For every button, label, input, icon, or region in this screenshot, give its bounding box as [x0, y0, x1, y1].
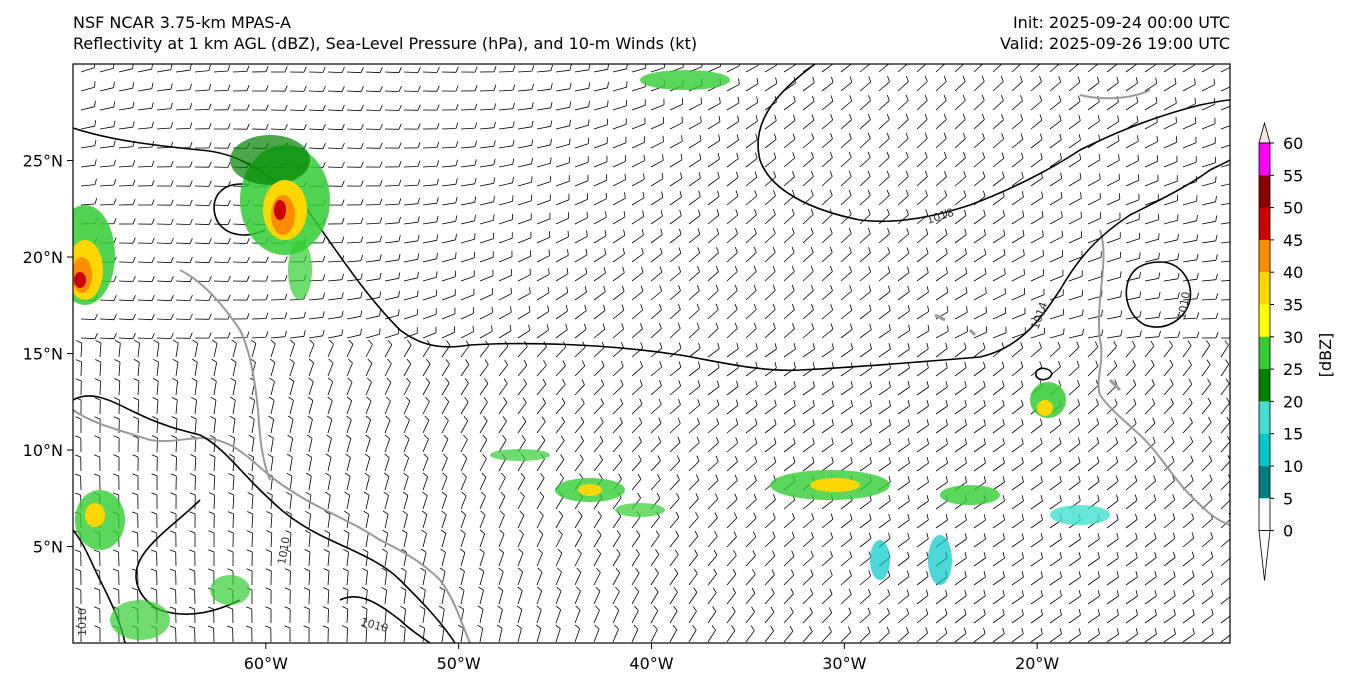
isobar-1010-africa	[1125, 261, 1192, 328]
wind-barb-field	[74, 64, 1230, 643]
colorbar-label: [dBZ]	[1316, 333, 1335, 378]
isobar-label-1010c: 1010	[275, 536, 293, 566]
colorbar-segment	[1259, 369, 1270, 402]
colorbar-segment	[1259, 433, 1270, 467]
africa-coast	[1079, 89, 1230, 526]
lon-tick-label: 20°W	[1015, 654, 1059, 673]
north-band	[640, 70, 730, 90]
itcz-4	[1050, 505, 1110, 525]
itcz-2y	[810, 478, 860, 492]
isobar-1010-sa-a	[73, 395, 456, 643]
valid-time: Valid: 2025-09-26 19:00 UTC	[999, 34, 1230, 53]
colorbar-tick-label: 60	[1283, 134, 1303, 153]
time-block: Init: 2025-09-24 00:00 UTC Valid: 2025-0…	[1000, 12, 1230, 54]
wind-barbs	[74, 64, 1230, 643]
colorbar-tick-label: 15	[1283, 425, 1303, 444]
colorbar-tick-label: 55	[1283, 166, 1303, 185]
colorbar-segment	[1259, 304, 1270, 338]
map-content: 1018 1014 1010 1010 1010 1010	[73, 64, 1230, 643]
isobar-labels: 1018 1014 1010 1010 1010 1010	[76, 206, 1193, 636]
colorbar-segment	[1259, 466, 1270, 499]
lat-tick-label: 20°N	[23, 248, 63, 267]
isobar-label-1010a: 1010	[1175, 291, 1193, 321]
colorbar-segment	[1259, 336, 1270, 370]
teal-scatter-2	[928, 535, 952, 585]
lon-tick-label: 60°W	[244, 654, 288, 673]
coastlines	[73, 89, 1230, 643]
isobar-1018	[757, 64, 1230, 223]
colorbar-tick-label: 35	[1283, 296, 1303, 315]
colorbar-segment	[1259, 498, 1270, 532]
itcz-5	[490, 449, 550, 461]
storm-band	[288, 240, 312, 300]
colorbar-tick-label: 50	[1283, 199, 1303, 218]
colorbar-segment	[1259, 239, 1270, 273]
sw-cluster-1y	[85, 503, 105, 527]
isobar-label-1018: 1018	[925, 206, 956, 227]
cape-verde	[934, 313, 1122, 392]
colorbar-tick-label: 25	[1283, 360, 1303, 379]
sw-cluster-3	[210, 575, 250, 605]
colorbar-tick-label: 5	[1283, 489, 1293, 508]
isobar-low-storm	[213, 183, 266, 236]
storm-core-red	[274, 200, 286, 220]
lat-tick-label: 5°N	[33, 538, 63, 557]
colorbar-segment	[1259, 401, 1270, 435]
field-description: Reflectivity at 1 km AGL (dBZ), Sea-Leve…	[73, 34, 698, 53]
isobar-small-cell	[1035, 367, 1053, 381]
lat-tick-label: 25°N	[23, 152, 63, 171]
longitude-axis: 60°W 50°W 40°W 30°W 20°W	[244, 643, 1059, 673]
colorbar: 0 5 10 15 20 25 30 35 40 45 50 55 60	[1258, 121, 1303, 581]
reflectivity	[73, 70, 1110, 640]
colorbar-segment	[1259, 143, 1270, 176]
colorbar-segment	[1259, 207, 1270, 241]
latitude-axis: 25°N 20°N 15°N 10°N 5°N	[23, 152, 73, 557]
title-block: NSF NCAR 3.75-km MPAS-A Reflectivity at …	[73, 12, 697, 54]
init-time: Init: 2025-09-24 00:00 UTC	[1012, 13, 1230, 32]
colorbar-tick-label: 20	[1283, 392, 1303, 411]
itcz-6	[615, 503, 665, 517]
lon-tick-label: 30°W	[822, 654, 866, 673]
storm-core-teal	[230, 135, 310, 185]
colorbar-extend-min	[1258, 530, 1271, 581]
east-cell-y	[1037, 400, 1053, 416]
itcz-3	[940, 485, 1000, 505]
sw-cluster-2	[110, 600, 170, 640]
caribbean-coast	[73, 409, 471, 643]
colorbar-tick-label: 0	[1283, 522, 1293, 541]
colorbar-tick-label: 45	[1283, 231, 1303, 250]
colorbar-tick-label: 10	[1283, 457, 1303, 476]
teal-scatter-1	[870, 540, 890, 580]
colorbar-extend-max	[1258, 121, 1271, 144]
isobar-label-1014: 1014	[1029, 300, 1051, 331]
islands-arc	[179, 269, 271, 481]
colorbar-segment	[1259, 272, 1270, 305]
west-edge-red	[74, 272, 86, 288]
isobar-label-1010d: 1010	[76, 608, 89, 636]
lat-tick-label: 15°N	[23, 345, 63, 364]
lat-tick-label: 10°N	[23, 441, 63, 460]
lon-tick-label: 50°W	[437, 654, 481, 673]
colorbar-segment	[1259, 175, 1270, 209]
colorbar-tick-label: 40	[1283, 263, 1303, 282]
colorbar-tick-label: 30	[1283, 328, 1303, 347]
lon-tick-label: 40°W	[629, 654, 673, 673]
model-title: NSF NCAR 3.75-km MPAS-A	[73, 13, 291, 32]
itcz-1y	[578, 484, 602, 496]
